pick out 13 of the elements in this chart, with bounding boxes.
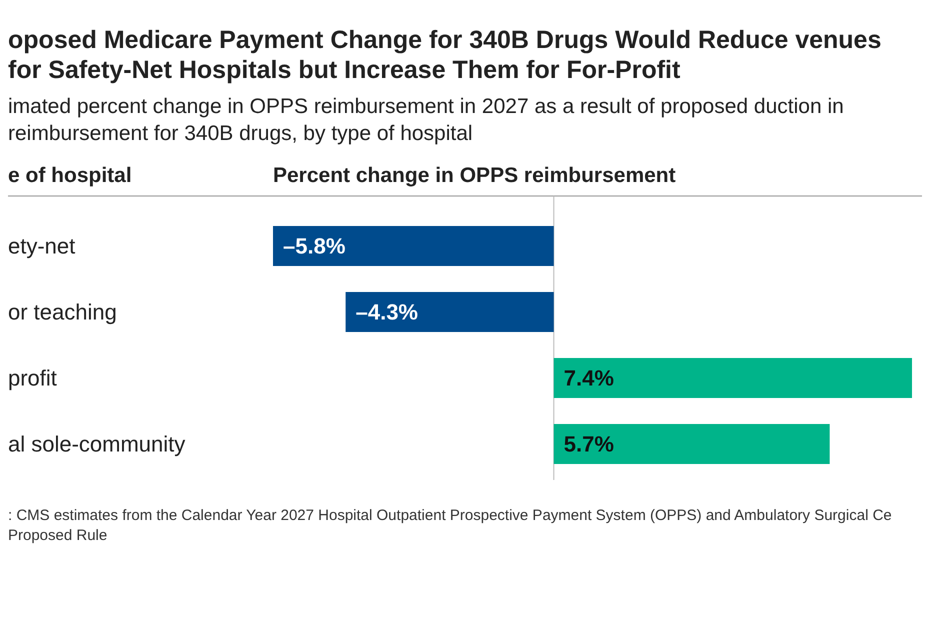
text: : CMS estimates from the Calendar Year 2027 Hospital Outpatient Prospective Payment System (OPPS) and Ambulatory Surgical Ce Proposed Rule	[8, 507, 892, 544]
y-tick-label: or teaching	[8, 300, 117, 325]
chart-title: oposed Medicare Payment Change for 340B Drugs Would Reduce venues for Safety-Net Hospitals but Increase Them for For-Profit	[8, 26, 882, 84]
y-tick-label: al sole-community	[8, 432, 186, 457]
data-label: –5.8%	[283, 234, 346, 259]
chart-subtitle: imated percent change in OPPS reimbursement in 2027 as a result of proposed duction in reimbursement for 340B drugs, by type of hospital	[8, 95, 844, 145]
y-axis-title: e of hospital	[8, 164, 132, 187]
x-axis-title: Percent change in OPPS reimbursement	[273, 164, 676, 187]
data-label: 7.4%	[564, 366, 614, 391]
y-tick-label: ety-net	[8, 234, 76, 259]
data-label: 5.7%	[564, 432, 614, 457]
data-label: –4.3%	[356, 300, 418, 325]
y-tick-label: profit	[8, 366, 57, 391]
